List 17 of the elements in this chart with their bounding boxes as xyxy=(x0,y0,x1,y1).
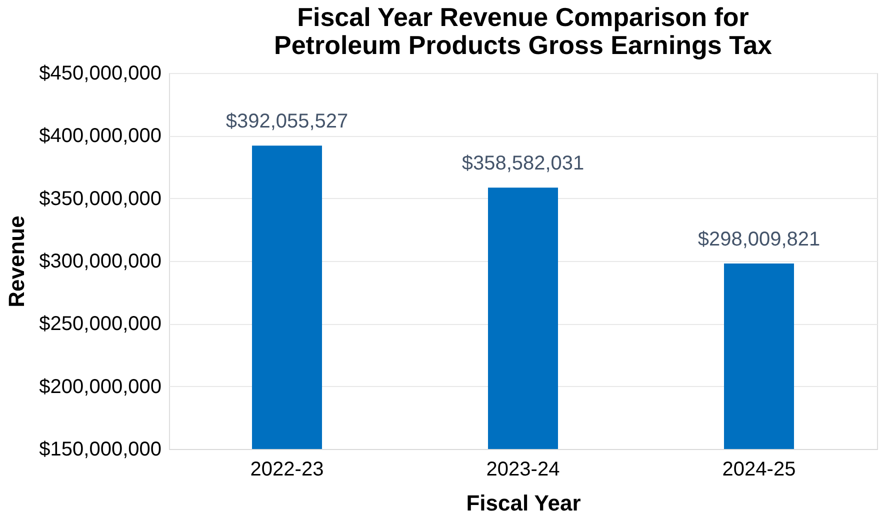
data-label: $358,582,031 xyxy=(462,152,584,175)
data-label: $392,055,527 xyxy=(226,110,348,133)
y-tick-label: $350,000,000 xyxy=(39,188,162,210)
data-label: $298,009,821 xyxy=(698,228,820,250)
x-tick-label: 2024-25 xyxy=(722,458,796,480)
y-axis-title: Revenue xyxy=(4,216,30,308)
x-axis-title: Fiscal Year xyxy=(466,490,582,516)
text: Fiscal Year Revenue Comparison for xyxy=(297,2,749,32)
text: Petroleum Products Gross Earnings Tax xyxy=(274,30,772,60)
y-tick-label: $250,000,000 xyxy=(39,313,162,336)
y-tick-label: $400,000,000 xyxy=(39,125,162,148)
x-tick-label: 2022-23 xyxy=(250,458,324,480)
y-tick-label: $150,000,000 xyxy=(39,438,162,460)
y-tick-label: $300,000,000 xyxy=(39,250,162,272)
x-tick-label: 2023-24 xyxy=(486,458,560,480)
y-tick-label: $200,000,000 xyxy=(39,376,162,398)
y-tick-label: $450,000,000 xyxy=(39,62,162,84)
